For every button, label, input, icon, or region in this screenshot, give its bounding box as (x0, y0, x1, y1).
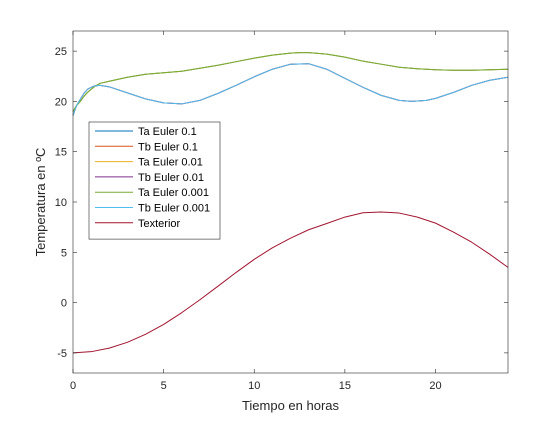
legend-label-7: Texterior (138, 218, 181, 230)
y-tick-label: 15 (55, 147, 67, 159)
legend-label-1: Ta Euler 0.1 (138, 126, 197, 138)
y-tick-label: -5 (57, 348, 67, 360)
y-tick-label: 25 (55, 46, 67, 58)
ticks-layer: 0 5 10 15 20 -5 0 5 10 15 20 25 (55, 31, 508, 392)
x-tick-label: 20 (429, 380, 441, 392)
legend-label-6: Tb Euler 0.001 (138, 203, 210, 215)
y-axis-label: Temperatura en ºC (33, 148, 48, 257)
y-tick-label: 20 (55, 96, 67, 108)
x-tick-label: 10 (248, 380, 260, 392)
x-axis-label: Tiempo en horas (242, 398, 340, 413)
y-tick-label: 10 (55, 197, 67, 209)
series-line-7 (72, 211, 509, 354)
y-tick-label: 5 (61, 247, 67, 259)
y-tick-label: 0 (61, 298, 67, 310)
legend: Ta Euler 0.1 Tb Euler 0.1 Ta Euler 0.01 Tb … (88, 121, 221, 240)
legend-label-5: Ta Euler 0.001 (138, 187, 209, 199)
legend-label-2: Tb Euler 0.1 (138, 141, 198, 153)
x-tick-label: 0 (70, 380, 76, 392)
x-tick-label: 15 (339, 380, 351, 392)
series-line-5 (72, 52, 509, 112)
legend-box (88, 121, 221, 240)
series-layer (72, 52, 509, 354)
legend-label-4: Tb Euler 0.01 (138, 172, 204, 184)
legend-label-3: Ta Euler 0.01 (138, 157, 203, 169)
series-line-6 (72, 63, 509, 116)
x-tick-label: 5 (161, 380, 167, 392)
